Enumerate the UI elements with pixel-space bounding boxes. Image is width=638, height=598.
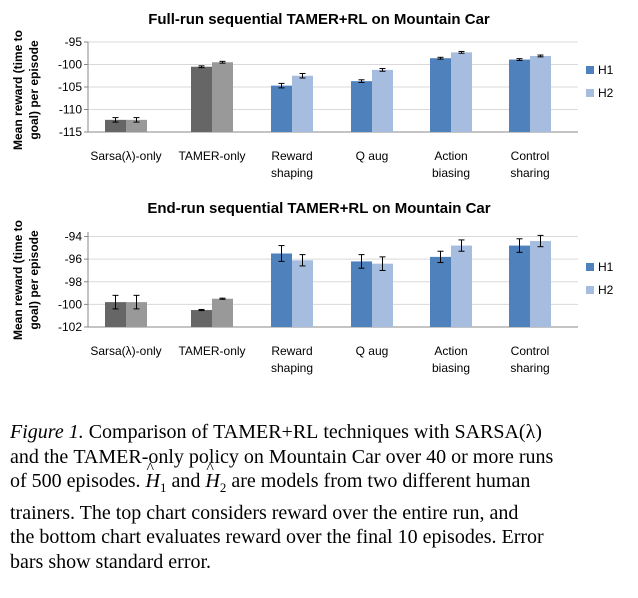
bar-h1 bbox=[271, 85, 292, 132]
y-tick-label: -95 bbox=[65, 35, 83, 49]
y-tick-label: -105 bbox=[58, 80, 82, 94]
caption-label: Figure 1. bbox=[10, 421, 84, 443]
h2-symbol: H2 bbox=[205, 457, 226, 501]
caption-text: trainers. The top chart considers reward… bbox=[10, 501, 519, 524]
bar-h2 bbox=[212, 62, 233, 132]
bar-h1 bbox=[509, 245, 530, 327]
legend-label: H2 bbox=[598, 86, 614, 100]
chart-title: End-run sequential TAMER+RL on Mountain … bbox=[147, 200, 490, 217]
top-chart: Full-run sequential TAMER+RL on Mountain… bbox=[11, 11, 614, 180]
x-tick-label: Action biasing bbox=[432, 344, 470, 375]
bar-h2 bbox=[530, 241, 551, 327]
y-tick-label: -102 bbox=[58, 320, 82, 334]
legend-swatch bbox=[586, 263, 594, 271]
y-tick-label: -98 bbox=[65, 275, 83, 289]
legend-label: H1 bbox=[598, 63, 614, 77]
legend-swatch bbox=[586, 66, 594, 74]
bar-h2 bbox=[292, 260, 313, 327]
caption-text: are models from two different human bbox=[231, 470, 531, 492]
x-tick-label: Reward shaping bbox=[271, 149, 313, 180]
y-tick-label: -115 bbox=[59, 125, 82, 139]
h1-symbol: H1 bbox=[146, 457, 167, 501]
bar-h2 bbox=[126, 119, 147, 132]
legend-swatch bbox=[586, 89, 594, 97]
x-tick-label: TAMER-only bbox=[178, 344, 245, 358]
bar-h2 bbox=[372, 263, 393, 327]
bar-h2 bbox=[126, 302, 147, 327]
bar-h2 bbox=[292, 75, 313, 132]
bar-h2 bbox=[451, 52, 472, 132]
x-tick-label: Sarsa(λ)-only bbox=[90, 149, 161, 163]
bar-h1 bbox=[509, 59, 530, 132]
legend-label: H1 bbox=[598, 260, 614, 274]
y-tick-label: -100 bbox=[58, 297, 82, 311]
caption-tamer-rl: TAMER+RL bbox=[213, 421, 319, 443]
bar-h1 bbox=[191, 66, 212, 132]
caption-text: the bottom chart evaluates reward over t… bbox=[10, 526, 544, 548]
bottom-chart: End-run sequential TAMER+RL on Mountain … bbox=[11, 200, 614, 375]
caption-tamer: TAMER bbox=[73, 445, 142, 468]
bar-h2 bbox=[212, 298, 233, 327]
caption-text: bars show standard error. bbox=[10, 550, 212, 573]
y-axis-label: Mean reward (time to goal) per episode bbox=[11, 220, 41, 340]
bar-h1 bbox=[351, 81, 372, 132]
caption-text: and bbox=[171, 470, 201, 492]
caption-text: of 500 episodes. bbox=[10, 470, 141, 492]
figure-caption: Figure 1. Comparison of TAMER+RL techniq… bbox=[10, 420, 630, 574]
y-tick-label: -110 bbox=[59, 103, 82, 117]
x-tick-label: Control sharing bbox=[510, 344, 549, 375]
bar-h1 bbox=[105, 119, 126, 132]
caption-text: techniques with SARSA(λ) bbox=[323, 421, 542, 443]
x-tick-label: Sarsa(λ)-only bbox=[90, 344, 161, 358]
bar-h1 bbox=[430, 58, 451, 133]
x-tick-label: Q aug bbox=[356, 344, 389, 358]
y-tick-label: -96 bbox=[65, 252, 83, 266]
bar-h1 bbox=[271, 253, 292, 327]
x-tick-label: Reward shaping bbox=[271, 344, 313, 375]
x-tick-label: Action biasing bbox=[432, 149, 470, 180]
caption-text: -only policy on Mountain Car over 40 or … bbox=[141, 445, 554, 468]
caption-text: and the bbox=[10, 445, 69, 468]
bar-h1 bbox=[430, 256, 451, 327]
bar-h2 bbox=[530, 55, 551, 133]
chart-title: Full-run sequential TAMER+RL on Mountain… bbox=[148, 11, 490, 28]
legend-swatch bbox=[586, 286, 594, 294]
x-tick-label: Control sharing bbox=[510, 149, 549, 180]
caption-text: Comparison of bbox=[88, 421, 209, 443]
y-axis-label: Mean reward (time to goal) per episode bbox=[11, 30, 41, 150]
bar-h1 bbox=[105, 302, 126, 327]
bar-h1 bbox=[351, 261, 372, 327]
bar-h2 bbox=[451, 245, 472, 327]
x-tick-label: TAMER-only bbox=[178, 149, 245, 163]
bar-h2 bbox=[372, 69, 393, 132]
bar-h1 bbox=[191, 310, 212, 327]
x-tick-label: Q aug bbox=[356, 149, 389, 163]
figure: Full-run sequential TAMER+RL on Mountain… bbox=[11, 11, 614, 375]
y-tick-label: -100 bbox=[58, 58, 82, 72]
y-tick-label: -94 bbox=[65, 230, 83, 244]
legend-label: H2 bbox=[598, 283, 614, 297]
